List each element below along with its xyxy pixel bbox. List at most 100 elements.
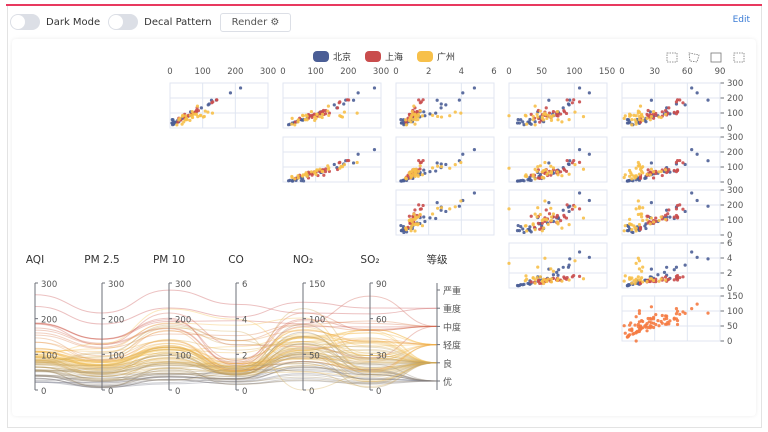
scatter-point xyxy=(547,161,551,165)
scatter-point xyxy=(654,322,658,327)
scatter-point xyxy=(657,115,661,119)
x-tick-label: 0 xyxy=(506,67,511,77)
scatter-point xyxy=(549,114,553,119)
scatter-cell xyxy=(395,136,495,183)
scatter-point xyxy=(439,208,443,212)
scatter-point xyxy=(439,106,443,110)
scatter-point xyxy=(648,222,652,226)
scatter-point xyxy=(572,98,576,102)
scatter-point xyxy=(674,312,679,316)
scatter-point xyxy=(444,209,448,214)
scatter-point xyxy=(356,91,360,95)
scatter-point xyxy=(630,281,634,285)
clear-selection-icon[interactable] xyxy=(733,52,745,63)
scatter-point xyxy=(184,114,188,118)
scatter-point xyxy=(573,259,577,263)
legend-label[interactable]: 北京 xyxy=(333,51,351,63)
scatter-point xyxy=(326,104,331,108)
scatter-point xyxy=(519,118,523,122)
scatter-point xyxy=(568,159,572,163)
y-tick-label: 4 xyxy=(727,254,732,264)
cell-frame xyxy=(621,242,721,289)
scatter-point xyxy=(628,168,632,173)
scatter-point xyxy=(320,115,324,120)
render-label: Render xyxy=(231,16,268,28)
scatter-point xyxy=(543,256,547,260)
legend-label[interactable]: 上海 xyxy=(385,51,403,63)
axis-tick-label: 200 xyxy=(41,316,57,326)
edit-link[interactable]: Edit xyxy=(732,15,750,25)
scatter-point xyxy=(399,229,404,233)
scatter-point xyxy=(556,118,560,122)
scatter-point xyxy=(529,214,533,218)
scatter-point xyxy=(404,176,408,180)
legend-swatch[interactable] xyxy=(417,51,433,62)
scatter-point xyxy=(420,114,425,118)
scatter-point xyxy=(418,109,422,113)
scatter-point xyxy=(623,274,627,278)
scatter-point xyxy=(560,279,564,283)
scatter-point xyxy=(198,114,202,118)
scatter-point xyxy=(706,257,710,261)
scatter-point xyxy=(545,218,549,222)
scatter-point xyxy=(706,204,710,208)
scatter-point xyxy=(549,206,553,210)
axis-tick-label: 150 xyxy=(309,280,325,290)
scatter-point xyxy=(536,115,540,119)
keep-selection-icon[interactable] xyxy=(710,52,722,63)
scatter-point xyxy=(634,166,638,170)
scatter-point xyxy=(549,215,554,219)
scatter-point xyxy=(533,120,537,124)
scatter-cell xyxy=(507,242,608,289)
scatter-point xyxy=(674,307,679,311)
scatter-point xyxy=(515,283,520,288)
scatter-point xyxy=(199,106,203,110)
scatter-point xyxy=(564,169,569,173)
scatter-point xyxy=(667,208,671,212)
parallel-axis-name: SO₂ xyxy=(360,254,379,266)
legend-swatch[interactable] xyxy=(365,51,381,62)
scatter-point xyxy=(683,263,687,267)
scatter-point xyxy=(175,123,179,127)
x-tick-label: 2 xyxy=(426,67,431,77)
scatter-point xyxy=(412,212,416,216)
scatter-point xyxy=(645,116,649,120)
scatter-point xyxy=(435,201,439,205)
scatter-point xyxy=(422,168,426,172)
scatter-point xyxy=(436,114,440,119)
axis-tick-label: 50 xyxy=(309,351,320,361)
decal-pattern-toggle[interactable] xyxy=(108,14,139,30)
scatter-point xyxy=(636,199,640,203)
scatter-point xyxy=(640,269,644,273)
scatter-point xyxy=(645,279,649,284)
scatter-point xyxy=(667,106,671,110)
scatter-point xyxy=(313,118,317,122)
scatter-point xyxy=(423,219,427,224)
scatter-point xyxy=(436,206,440,210)
legend-label[interactable]: 广州 xyxy=(437,51,455,63)
scatter-point xyxy=(695,302,699,306)
scatter-point xyxy=(648,316,652,321)
scatter-point xyxy=(351,161,356,165)
scatter-point xyxy=(631,230,635,235)
scatter-point xyxy=(651,116,656,120)
legend-swatch[interactable] xyxy=(313,51,329,62)
x-tick-label: 0 xyxy=(619,67,624,77)
render-button[interactable]: Render ⚙ xyxy=(219,12,292,32)
scatter-point xyxy=(531,223,535,227)
scatter-point xyxy=(549,218,554,223)
polygon-select-icon[interactable] xyxy=(688,52,700,63)
scatter-point xyxy=(678,312,682,316)
scatter-point xyxy=(536,206,540,210)
parallel-axis-name: PM 2.5 xyxy=(84,254,119,266)
scatter-point xyxy=(529,112,533,116)
scatter-point xyxy=(587,255,591,259)
scatter-point xyxy=(649,277,654,281)
scatter-point xyxy=(681,101,685,105)
rect-select-icon[interactable] xyxy=(666,52,678,63)
scatter-point xyxy=(637,259,642,263)
scatter-point xyxy=(536,165,540,169)
scatter-point xyxy=(538,281,542,286)
cell-frame xyxy=(169,82,269,129)
dark-mode-toggle[interactable] xyxy=(10,14,40,30)
